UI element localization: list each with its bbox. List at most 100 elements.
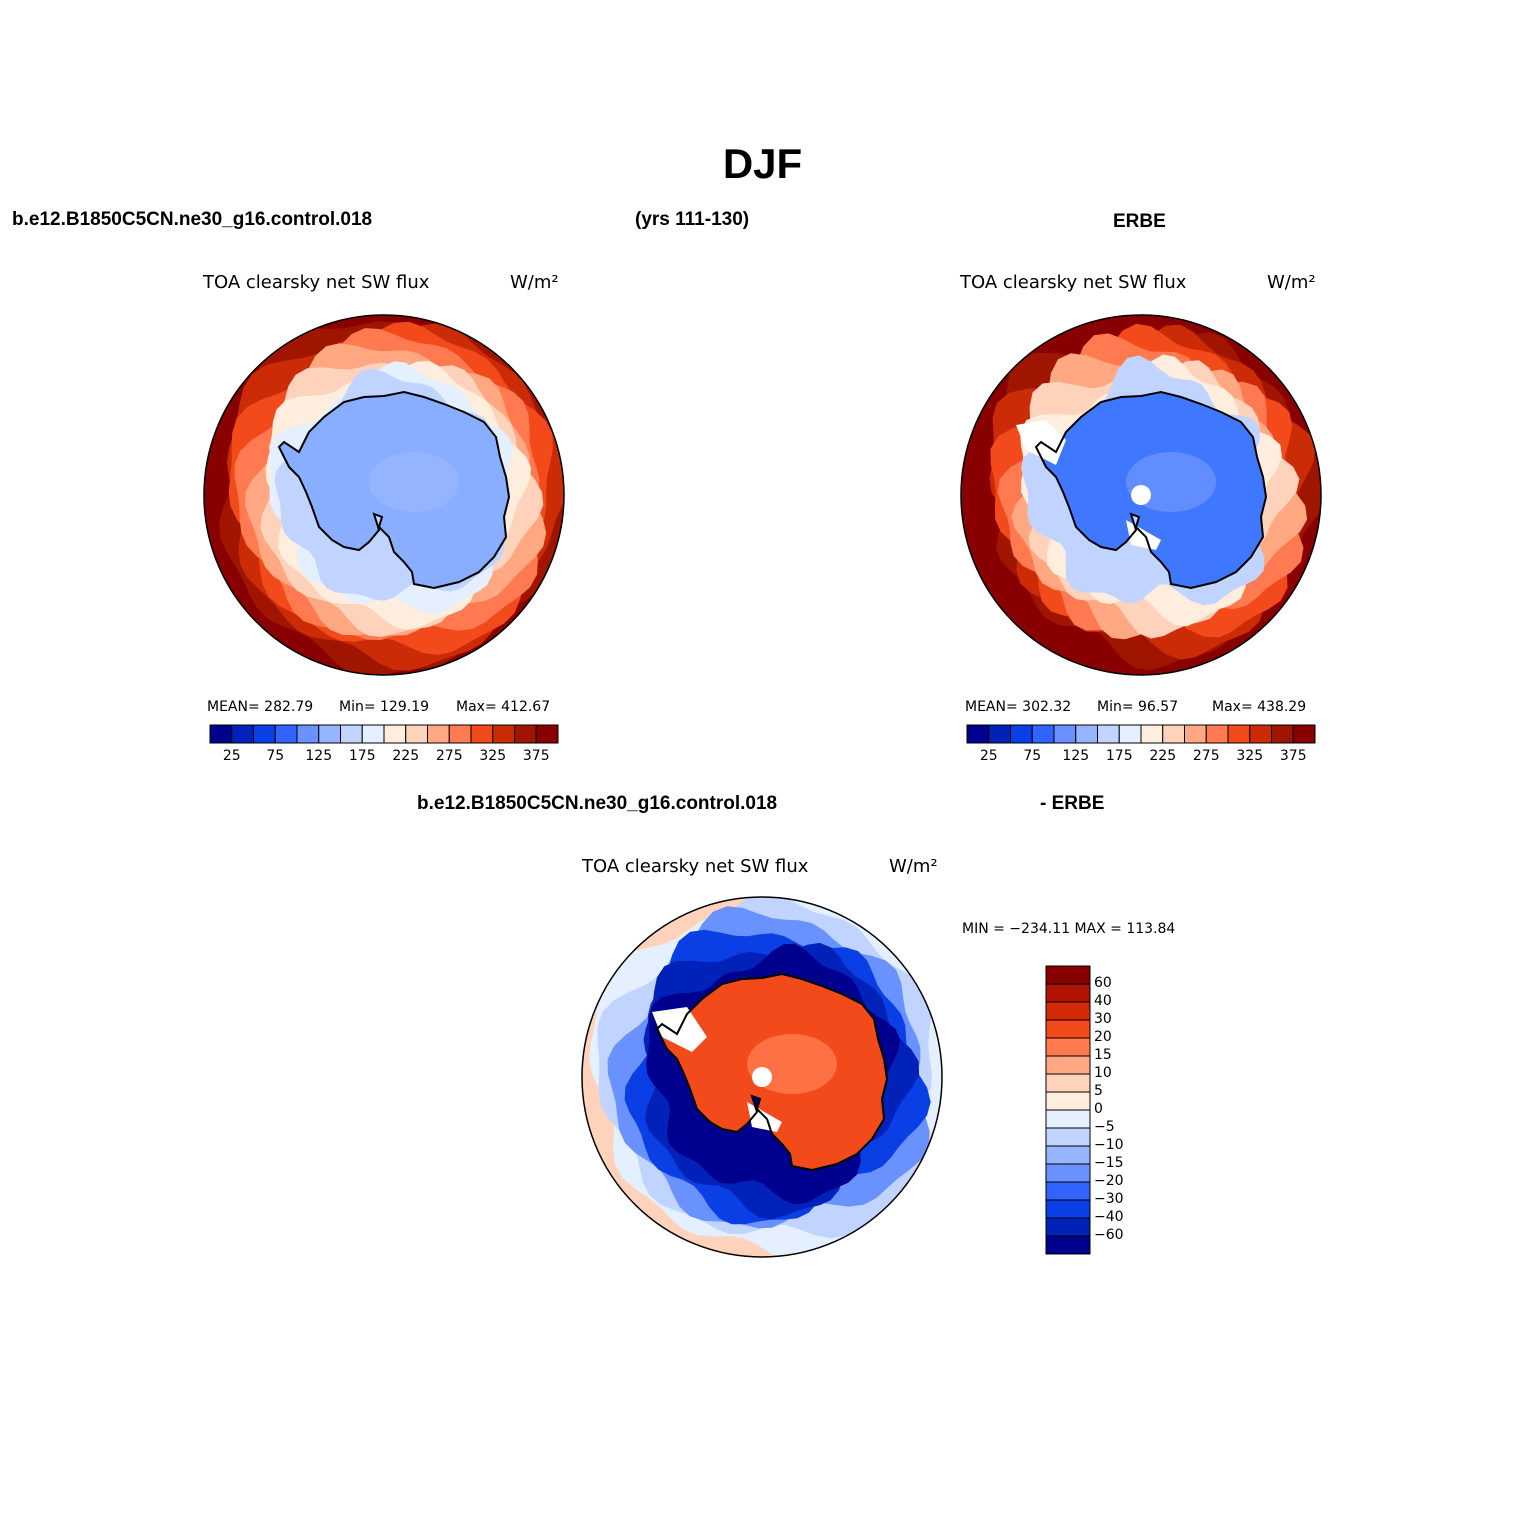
model-colorbar-box bbox=[383, 724, 407, 744]
diff-colorbar-tick-label: 40 bbox=[1094, 993, 1112, 1009]
obs-colorbar-tick-label: 225 bbox=[1149, 748, 1177, 764]
obs-colorbar-box bbox=[1053, 724, 1077, 744]
diff-colorbar-box bbox=[1045, 1001, 1091, 1021]
obs-colorbar-box bbox=[966, 724, 990, 744]
diff-panel-variable: TOA clearsky net SW flux bbox=[582, 856, 809, 877]
diff-colorbar-tick-label: 0 bbox=[1094, 1101, 1103, 1117]
diff-colorbar-tick-label: 20 bbox=[1094, 1029, 1112, 1045]
obs-colorbar-box bbox=[1162, 724, 1185, 744]
model-map-border bbox=[203, 314, 565, 676]
diff-colorbar-box bbox=[1045, 1217, 1091, 1237]
obs-colorbar-tick-label: 275 bbox=[1192, 748, 1220, 764]
diff-colorbar-tick-label: −10 bbox=[1094, 1137, 1124, 1153]
model-colorbar-box bbox=[318, 724, 341, 744]
diff-map-border bbox=[581, 896, 943, 1258]
model-colorbar-box bbox=[361, 724, 385, 744]
diff-colorbar-tick-label: −15 bbox=[1094, 1155, 1124, 1171]
model-colorbar-tick-label: 275 bbox=[435, 748, 463, 764]
model-max-stat: Max= 412.67 bbox=[456, 699, 551, 715]
diff-colorbar bbox=[1045, 965, 1091, 1255]
obs-panel-variable: TOA clearsky net SW flux bbox=[960, 272, 1187, 293]
diff-colorbar-box bbox=[1045, 1127, 1091, 1147]
obs-colorbar-tick-label: 175 bbox=[1105, 748, 1133, 764]
diff-colorbar-tick-label: −5 bbox=[1094, 1119, 1115, 1135]
model-colorbar-box bbox=[274, 724, 298, 744]
obs-mean-stat: MEAN= 302.32 bbox=[965, 699, 1072, 715]
obs-colorbar-box bbox=[1097, 724, 1120, 744]
obs-colorbar-tick-label: 125 bbox=[1062, 748, 1090, 764]
obs-colorbar-box bbox=[1184, 724, 1207, 744]
obs-colorbar-box bbox=[1075, 724, 1098, 744]
obs-colorbar-box bbox=[988, 724, 1011, 744]
diff-coastline bbox=[655, 972, 889, 1172]
years-label: (yrs 111-130) bbox=[635, 209, 750, 230]
model-plateau-field bbox=[369, 452, 459, 512]
diff-colorbar-box bbox=[1045, 1109, 1091, 1129]
obs-colorbar-box bbox=[1010, 724, 1033, 744]
diff-colorbar-box bbox=[1045, 965, 1091, 985]
obs-map-border bbox=[960, 314, 1322, 676]
model-colorbar-box bbox=[470, 724, 494, 744]
diff-colorbar-tick-label: −20 bbox=[1094, 1173, 1124, 1189]
model-colorbar-tick-label: 325 bbox=[479, 748, 507, 764]
diff-panel-units: W/m² bbox=[889, 856, 938, 877]
diff-colorbar-box bbox=[1045, 1019, 1091, 1039]
model-colorbar-box bbox=[535, 724, 559, 744]
case-name-label: b.e12.B1850C5CN.ne30_g16.control.018 bbox=[12, 209, 373, 230]
diff-colorbar-tick-label: 60 bbox=[1094, 975, 1112, 991]
diff-case-label: b.e12.B1850C5CN.ne30_g16.control.018 bbox=[417, 793, 778, 814]
obs-colorbar-tick-label: 325 bbox=[1236, 748, 1264, 764]
model-min-stat: Min= 129.19 bbox=[339, 699, 430, 715]
diff-colorbar-box bbox=[1045, 1037, 1091, 1057]
obs-colorbar-box bbox=[1031, 724, 1055, 744]
diff-colorbar-box bbox=[1045, 1145, 1091, 1165]
obs-colorbar-box bbox=[1271, 724, 1294, 744]
diff-map-field bbox=[582, 897, 942, 1257]
model-colorbar-box bbox=[448, 724, 472, 744]
obs-colorbar-tick-label: 75 bbox=[1023, 748, 1042, 764]
obs-colorbar-box bbox=[1140, 724, 1164, 744]
model-colorbar-tick-label: 75 bbox=[266, 748, 285, 764]
model-colorbar-tick-label: 175 bbox=[348, 748, 376, 764]
model-colorbar bbox=[209, 724, 559, 744]
diff-colorbar-tick-label: −60 bbox=[1094, 1227, 1124, 1243]
obs-name-label: ERBE bbox=[1113, 211, 1166, 232]
model-panel-variable: TOA clearsky net SW flux bbox=[203, 272, 430, 293]
diff-colorbar-tick-label: 15 bbox=[1094, 1047, 1112, 1063]
obs-pole-hole bbox=[1131, 485, 1151, 505]
obs-panel-units: W/m² bbox=[1267, 272, 1316, 293]
model-colorbar-box bbox=[514, 724, 537, 744]
diff-colorbar-tick-label: −40 bbox=[1094, 1209, 1124, 1225]
obs-min-stat: Min= 96.57 bbox=[1097, 699, 1179, 715]
diff-colorbar-box bbox=[1045, 1235, 1091, 1255]
diff-pole-hole bbox=[752, 1067, 772, 1087]
model-colorbar-box bbox=[231, 724, 254, 744]
obs-colorbar-box bbox=[1249, 724, 1272, 744]
diff-colorbar-box bbox=[1045, 983, 1091, 1003]
model-colorbar-tick-label: 125 bbox=[305, 748, 333, 764]
diff-colorbar-tick-label: 10 bbox=[1094, 1065, 1112, 1081]
obs-max-stat: Max= 438.29 bbox=[1212, 699, 1307, 715]
diff-colorbar-box bbox=[1045, 1055, 1091, 1075]
model-colorbar-tick-label: 25 bbox=[222, 748, 241, 764]
diff-colorbar-tick-label: −30 bbox=[1094, 1191, 1124, 1207]
model-colorbar-box bbox=[253, 724, 276, 744]
obs-map-field bbox=[961, 315, 1321, 675]
model-coastline bbox=[277, 390, 511, 590]
obs-colorbar-tick-label: 25 bbox=[979, 748, 998, 764]
obs-colorbar-tick-label: 375 bbox=[1279, 748, 1307, 764]
obs-colorbar-box bbox=[1292, 724, 1316, 744]
model-colorbar-tick-label: 225 bbox=[392, 748, 420, 764]
obs-coastline bbox=[1034, 390, 1268, 590]
diff-colorbar-tick-label: 5 bbox=[1094, 1083, 1103, 1099]
model-mean-stat: MEAN= 282.79 bbox=[207, 699, 314, 715]
model-map-field bbox=[204, 315, 564, 675]
diff-colorbar-box bbox=[1045, 1091, 1091, 1111]
model-colorbar-box bbox=[427, 724, 450, 744]
obs-colorbar-box bbox=[1227, 724, 1251, 744]
model-panel-units: W/m² bbox=[510, 272, 559, 293]
obs-colorbar-box bbox=[1205, 724, 1229, 744]
model-colorbar-box bbox=[340, 724, 363, 744]
